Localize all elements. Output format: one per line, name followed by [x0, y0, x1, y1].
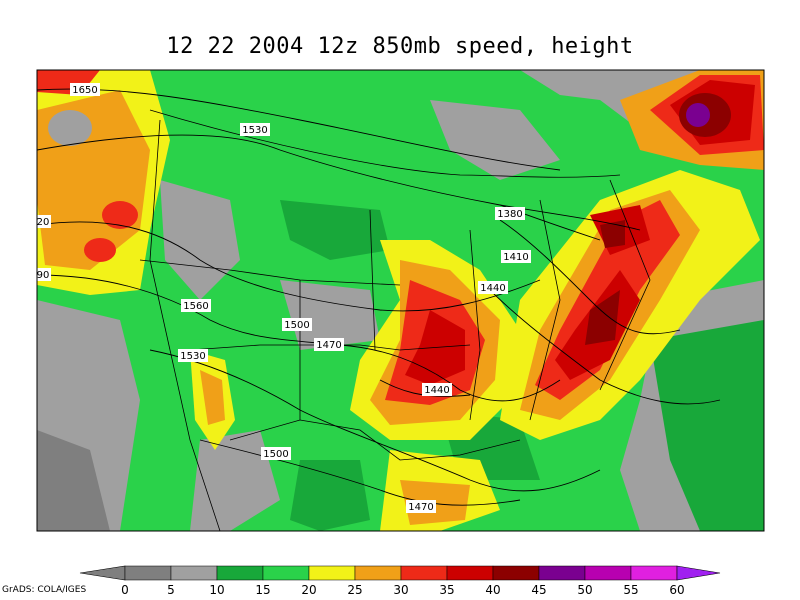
calm-pocket-pacific [48, 110, 92, 146]
height-label: 1650 [72, 85, 97, 96]
low-speed-region-northwest [160, 180, 240, 300]
colorbar-tick-label: 0 [121, 583, 129, 597]
colorbar-tick-label: 30 [393, 583, 408, 597]
boundary-us-mexico [229, 419, 521, 461]
boundary-state-plains [369, 209, 376, 351]
height-label-90: 90 [37, 268, 51, 281]
boundary-coast-east [599, 179, 651, 391]
colorbar-tick-label: 20 [301, 583, 316, 597]
height-label: 1500 [284, 320, 309, 331]
height-label-1650: 1650 [70, 83, 100, 96]
colorbar-swatch-0-5 [124, 565, 172, 581]
height-label: 1500 [263, 449, 288, 460]
contour-1650 [37, 88, 561, 171]
moderate-region-plains-north [280, 200, 390, 260]
height-label-1380: 1380 [495, 207, 525, 220]
contour-1530-north [37, 134, 641, 231]
height-label-group: 1650 1530 20 90 1560 1530 1500 1470 1500… [37, 83, 531, 513]
boundary-canada-us [149, 109, 621, 178]
low-speed-region-canada [430, 100, 560, 180]
height-label: 1410 [503, 252, 528, 263]
colorbar-tick-label: 45 [531, 583, 546, 597]
height-label-1530: 1530 [240, 123, 270, 136]
map-frame [36, 69, 765, 532]
height-label-1410: 1410 [501, 250, 531, 263]
height-label-1560: 1560 [181, 299, 211, 312]
boundary-state-mississippi [469, 229, 481, 421]
height-label: 1380 [497, 209, 522, 220]
colorbar-min-arrow [79, 565, 126, 581]
height-label-1470: 1470 [314, 338, 344, 351]
height-label: 1470 [408, 502, 433, 513]
colorbar-swatch-15-20 [262, 565, 310, 581]
political-boundaries [139, 109, 651, 531]
colorbar-swatch-20-25 [308, 565, 356, 581]
height-label-1530-west: 1530 [178, 349, 208, 362]
colorbar-swatch-35-40 [446, 565, 494, 581]
colorbar-tick-label: 10 [209, 583, 224, 597]
wind-speed-field [37, 70, 764, 531]
colorbar-swatch-45-50 [538, 565, 586, 581]
colorbar-tick-label: 25 [347, 583, 362, 597]
height-label-20: 20 [37, 215, 51, 228]
boundary-state-lines-north [139, 259, 401, 286]
height-label: 1560 [183, 301, 208, 312]
colorbar-tick-label: 55 [623, 583, 638, 597]
map-title: 12 22 2004 12z 850mb speed, height [166, 34, 634, 59]
colorbar-tick-label: 5 [167, 583, 175, 597]
calm-region-pacific [37, 430, 110, 531]
height-label: 20 [37, 217, 50, 228]
height-label: 1530 [180, 351, 205, 362]
colorbar-tick-label: 50 [577, 583, 592, 597]
height-label-1470-south: 1470 [406, 500, 436, 513]
jet-core-pacific-2 [84, 238, 116, 262]
colorbar-swatch-5-10 [170, 565, 218, 581]
jet-max-east-south [585, 290, 620, 345]
height-label: 1440 [424, 385, 449, 396]
colorbar-swatch-55-60 [630, 565, 678, 581]
contour-1440-east [489, 289, 721, 405]
moderate-region-atlantic [650, 320, 764, 531]
low-speed-region-mexico-west [190, 430, 280, 531]
boundary-state-east [529, 199, 561, 421]
colorbar-swatch-50-55 [584, 565, 632, 581]
colorbar-tick-label: 40 [485, 583, 500, 597]
contour-1410 [499, 219, 681, 335]
boundary-state-lines-central [189, 344, 471, 351]
colorbar-swatch-30-35 [400, 565, 448, 581]
colorbar-swatch-40-45 [492, 565, 540, 581]
credit-text: GrADS: COLA/IGES [2, 585, 87, 595]
jet-peak-northeast [686, 103, 710, 127]
jet-core-pacific-1 [102, 201, 138, 229]
colorbar-max-arrow [676, 565, 721, 581]
colorbar-swatch-25-30 [354, 565, 402, 581]
colorbar-tick-label: 35 [439, 583, 454, 597]
height-label: 1440 [480, 283, 505, 294]
colorbar: 0 5 10 15 20 25 30 35 40 45 50 55 60 [79, 565, 721, 597]
height-label-1500: 1500 [282, 318, 312, 331]
contour-1470 [149, 349, 601, 492]
jet-max-east-north [600, 220, 625, 248]
height-label: 90 [37, 270, 50, 281]
colorbar-tick-label: 60 [669, 583, 684, 597]
height-label-1500-south: 1500 [261, 447, 291, 460]
boundary-coast-west [149, 119, 221, 531]
strong-speed-band-california [200, 370, 225, 425]
colorbar-tick-label: 15 [255, 583, 270, 597]
moderate-region-mexico-central [290, 460, 370, 531]
height-label: 1530 [242, 125, 267, 136]
height-label-1440-plains: 1440 [422, 383, 452, 396]
height-label-1440: 1440 [478, 281, 508, 294]
contour-1500-south [199, 439, 521, 506]
colorbar-swatch-10-15 [216, 565, 264, 581]
height-label: 1470 [316, 340, 341, 351]
contour-1560 [37, 221, 541, 312]
contour-1440-plains [379, 379, 471, 397]
